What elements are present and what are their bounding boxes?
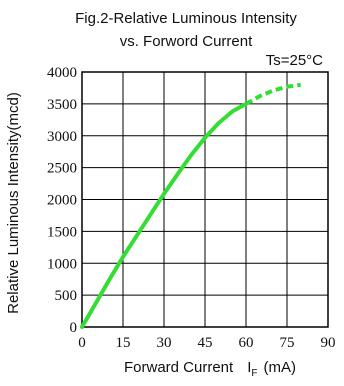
series-layer xyxy=(80,82,301,329)
y-tick-label: 3500 xyxy=(47,97,77,113)
y-tick-label: 3000 xyxy=(47,129,77,145)
x-axis-label-subscript: F xyxy=(251,368,257,379)
x-tick-label: 15 xyxy=(116,335,131,351)
x-tick-label: 75 xyxy=(280,335,295,351)
x-tick-label: 30 xyxy=(157,335,172,351)
grid-lines xyxy=(81,71,329,328)
x-tick-label: 60 xyxy=(239,335,254,351)
x-tick-label: 0 xyxy=(78,335,86,351)
series-line-extrapolated xyxy=(245,82,301,106)
y-tick-label: 0 xyxy=(70,320,78,336)
y-tick-label: 2000 xyxy=(47,193,77,209)
y-tick-label: 2500 xyxy=(47,161,77,177)
series-line-measured xyxy=(80,101,248,329)
y-tick-label: 1000 xyxy=(47,256,77,272)
y-tick-label: 4000 xyxy=(47,65,77,81)
y-axis-label: Relative Luminous Intensity(mcd) xyxy=(5,92,22,314)
x-tick-label: 45 xyxy=(198,335,213,351)
y-axis-ticks: 0 500 1000 1500 2000 2500 3000 3500 4000 xyxy=(47,65,77,336)
x-axis-label: Forward Current IF (mA) xyxy=(124,359,296,379)
y-tick-label: 500 xyxy=(55,288,78,304)
chart-title-line1: Fig.2-Relative Luminous Intensity xyxy=(75,10,297,27)
temperature-condition: Ts=25°C xyxy=(266,52,323,69)
x-axis-label-unit: (mA) xyxy=(263,359,296,376)
x-axis-ticks: 0 15 30 45 60 75 90 xyxy=(78,335,335,351)
plot-frame xyxy=(81,71,329,328)
x-axis-label-text: Forward Current xyxy=(124,359,234,376)
x-tick-label: 90 xyxy=(321,335,336,351)
y-tick-label: 1500 xyxy=(47,224,77,240)
chart-title-line2: vs. Forword Current xyxy=(120,33,253,50)
x-axis-label-symbol: I xyxy=(247,359,251,376)
